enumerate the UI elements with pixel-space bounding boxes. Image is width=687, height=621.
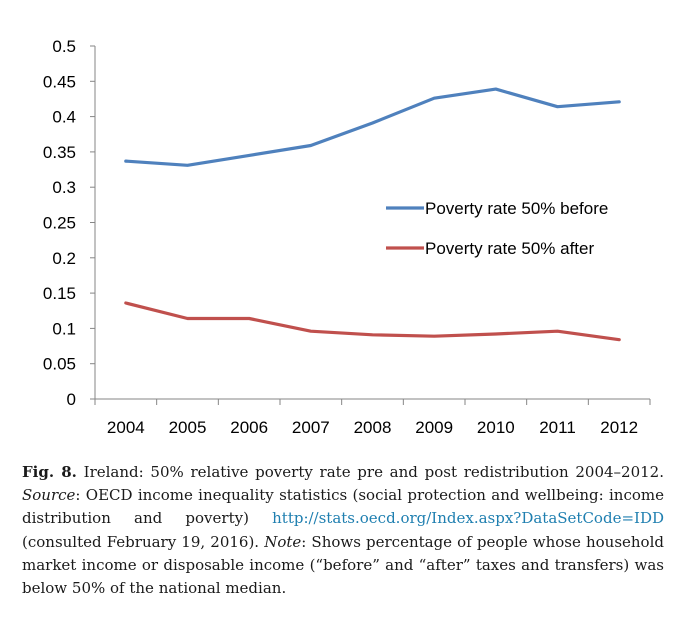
x-tick-label: 2010: [477, 418, 515, 437]
y-tick-label: 0.15: [43, 284, 76, 303]
y-tick-label: 0.45: [43, 72, 76, 91]
x-tick-label: 2009: [415, 418, 453, 437]
y-tick-label: 0.2: [52, 249, 76, 268]
y-tick-label: 0.4: [52, 108, 76, 127]
x-tick-label: 2007: [292, 418, 330, 437]
x-tick-label: 2008: [354, 418, 392, 437]
legend: Poverty rate 50% before Poverty rate 50% …: [386, 199, 608, 258]
source-link[interactable]: http://stats.oecd.org/Index.aspx?DataSet…: [272, 509, 664, 528]
figure-label: Fig. 8.: [22, 463, 77, 481]
x-tick-label: 2006: [230, 418, 268, 437]
y-tick-label: 0.05: [43, 355, 76, 374]
y-tick-label: 0.3: [52, 178, 76, 197]
y-tick-label: 0.1: [52, 319, 76, 338]
series-line-1: [124, 301, 621, 342]
y-tick-label: 0.5: [52, 37, 76, 56]
x-tick-label: 2012: [600, 418, 638, 437]
y-tick-label: 0.25: [43, 214, 76, 233]
note-label: Note: [264, 532, 302, 551]
legend-label-0: Poverty rate 50% before: [425, 199, 608, 218]
legend-label-1: Poverty rate 50% after: [425, 239, 594, 258]
line-chart: 0 0.05 0.1 0.15 0.2 0.25 0.3 0.35 0.4 0.45 0.5 2004…: [43, 37, 651, 437]
x-tick-label: 2011: [539, 418, 576, 437]
axes: 0 0.05 0.1 0.15 0.2 0.25 0.3 0.35 0.4 0.45 0.5 2004…: [43, 37, 651, 437]
y-tick-label: 0.35: [43, 143, 76, 162]
source-text: : OECD income inequality statistics (soc…: [22, 486, 664, 528]
consulted-text: (consulted February 19, 2016).: [22, 532, 260, 551]
note-text: : Shows percentage of people whose house…: [22, 532, 664, 598]
series-line-0: [124, 87, 621, 167]
x-tick-label: 2004: [107, 418, 145, 437]
figure-caption: Fig. 8. Ireland: 50% relative poverty ra…: [22, 461, 664, 600]
y-tick-label: 0: [67, 390, 76, 409]
x-tick-label: 2005: [169, 418, 207, 437]
source-label: Source: [22, 486, 76, 505]
figure-title: Ireland: 50% relative poverty rate pre a…: [83, 463, 664, 481]
series-layer: [124, 87, 621, 342]
